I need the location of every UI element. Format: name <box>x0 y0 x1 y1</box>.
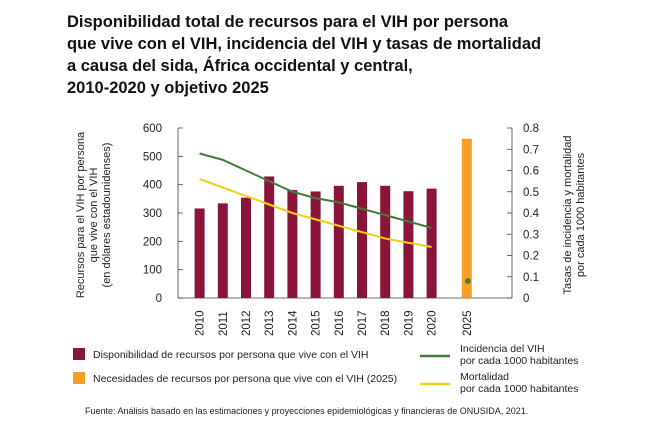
legend-label: por cada 1000 habitantes <box>460 383 579 395</box>
x-axis-tick-label: 2025 <box>462 310 474 336</box>
legend-label: Disponibilidad de recursos por persona q… <box>93 349 369 361</box>
x-axis-tick-label: 2014 <box>287 310 299 336</box>
chart-title: Disponibilidad total de recursos para el… <box>67 13 541 97</box>
plot-area: 0 100 200 300 400 500 600 0 0.1 0.2 0.3 0.4 0.5 0.6 0.… <box>75 123 587 336</box>
bar <box>310 191 321 298</box>
legend-swatch <box>73 372 85 384</box>
x-axis-tick-label: 2016 <box>334 310 346 336</box>
right-axis-tick-label: 0.2 <box>523 251 539 263</box>
right-axis-tick-label: 0.5 <box>523 187 539 199</box>
chart-title-line-1: Disponibilidad total de recursos para el… <box>67 13 509 31</box>
x-axis-tick-label: 2020 <box>427 310 439 336</box>
legend-label: Incidencia del VIH <box>460 343 545 355</box>
x-axis-tick-label: 2015 <box>311 310 323 336</box>
x-axis-tick-label: 2012 <box>241 310 253 336</box>
x-axis-tick-label: 2010 <box>195 310 207 336</box>
bar <box>380 185 391 298</box>
left-axis-tick-label: 100 <box>143 265 162 277</box>
left-axis-title-line: (en dólares estadounidenses) <box>101 143 113 288</box>
left-axis-tick-label: 600 <box>143 123 162 135</box>
left-axis-tick-label: 400 <box>143 180 162 192</box>
right-axis-tick-label: 0.3 <box>523 229 539 241</box>
x-axis-tick-label: 2017 <box>357 310 369 336</box>
x-axis-tick-label: 2011 <box>218 311 230 336</box>
bar <box>194 208 205 298</box>
bar <box>403 191 414 298</box>
left-axis-tick-label: 0 <box>156 293 162 305</box>
left-axis-tick-label: 200 <box>143 236 162 248</box>
bar <box>264 176 275 298</box>
right-axis-title-line: por cada 1000 habitantes <box>575 152 587 277</box>
right-axis-tick-label: 0.8 <box>523 123 539 135</box>
x-axis-tick-label: 2019 <box>403 310 415 336</box>
bar <box>333 185 344 298</box>
left-axis-tick-label: 500 <box>143 151 162 163</box>
right-axis-tick-label: 0.6 <box>523 166 539 178</box>
left-axis-title-line: Recursos para el VIH por persona <box>75 131 87 298</box>
legend-label: Necesidades de recursos por persona que … <box>93 373 397 385</box>
bar <box>357 182 367 298</box>
x-axis-tick-label: 2018 <box>380 310 392 336</box>
series-line <box>199 152 432 229</box>
chart-title-line-2: que vive con el VIH, incidencia del VIH … <box>67 35 541 53</box>
right-axis-tick-label: 0.4 <box>523 208 540 220</box>
bar <box>426 188 437 298</box>
bar <box>217 203 228 298</box>
bar <box>287 190 298 298</box>
bar <box>241 197 251 298</box>
series-point-2025 <box>465 278 471 284</box>
left-axis-title-line: que vive con el VIH <box>88 168 100 263</box>
chart-title-line-4: 2010-2020 y objetivo 2025 <box>67 79 269 97</box>
bar <box>461 138 472 298</box>
legend-label: Mortalidad <box>460 371 509 383</box>
chart-title-line-3: a causa del sida, África occidental y ce… <box>67 56 413 75</box>
source-note: Fuente: Análisis basado en las estimacio… <box>85 406 528 416</box>
right-axis-tick-label: 0.7 <box>523 144 539 156</box>
x-axis-tick-label: 2013 <box>264 310 276 336</box>
right-axis-title-line: Tasas de incidencia y mortalidad <box>562 136 574 295</box>
left-axis-tick-label: 300 <box>143 208 162 220</box>
legend-swatch <box>73 348 85 360</box>
legend-label: por cada 1000 habitantes <box>460 355 579 367</box>
legend: Disponibilidad de recursos por persona q… <box>73 343 579 395</box>
series-line <box>199 178 432 248</box>
right-axis-tick-label: 0 <box>523 293 529 305</box>
right-axis-tick-label: 0.1 <box>523 272 539 284</box>
